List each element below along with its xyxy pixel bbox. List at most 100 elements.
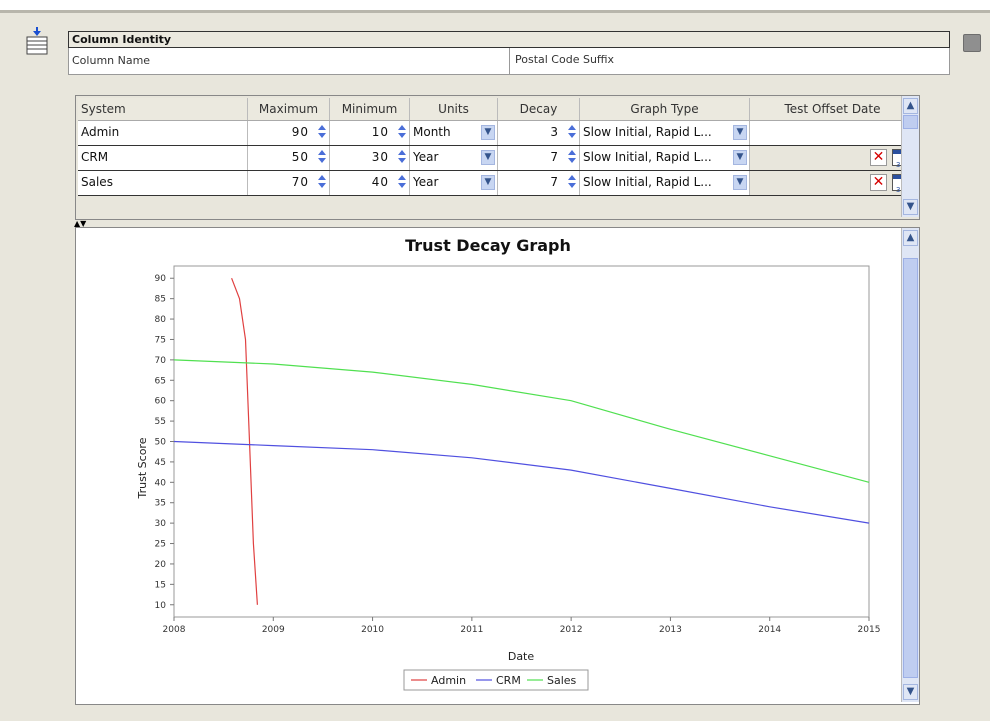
y-tick-label: 65 — [155, 376, 166, 386]
column-table-icon[interactable] — [24, 26, 50, 56]
maximum-spinner[interactable]: 90 — [248, 121, 330, 145]
spinner-arrows-icon[interactable] — [397, 125, 406, 139]
maximum-spinner[interactable]: 70 — [248, 171, 330, 195]
x-tick-label: 2012 — [560, 625, 583, 635]
spinner-arrows-icon[interactable] — [317, 175, 326, 189]
chevron-down-icon[interactable]: ▼ — [733, 125, 747, 140]
spinner-arrows-icon[interactable] — [567, 175, 576, 189]
minimum-value: 10 — [371, 125, 389, 139]
graph-scrollbar[interactable]: ▲ ▼ — [901, 228, 919, 702]
graph-type-value: Slow Initial, Rapid L... — [583, 125, 712, 139]
column-header-minimum[interactable]: Minimum — [330, 98, 410, 120]
y-tick-label: 70 — [155, 356, 167, 366]
table-scrollbar[interactable]: ▲ ▼ — [901, 96, 919, 217]
legend-label: CRM — [496, 674, 521, 687]
table-row-sales[interactable]: Sales 70 40 Year ▼ 7 Slow Initial, Rapid … — [78, 171, 916, 196]
x-tick-label: 2014 — [758, 625, 781, 635]
units-select[interactable]: Month ▼ — [410, 121, 498, 145]
table-row-admin[interactable]: Admin 90 10 Month ▼ 3 Slow Initial, Rapid… — [78, 121, 916, 146]
column-header-graph-type[interactable]: Graph Type — [580, 98, 750, 120]
chevron-down-icon[interactable]: ▼ — [903, 684, 918, 700]
column-name-field[interactable]: Postal Code Suffix — [509, 48, 950, 74]
x-tick-label: 2013 — [659, 625, 682, 635]
legend-item-crm: CRM — [476, 674, 521, 687]
test-offset-date-picker[interactable]: ✕31 — [750, 171, 916, 195]
chevron-down-icon[interactable]: ▼ — [481, 175, 495, 190]
red-x-icon[interactable]: ✕ — [870, 149, 887, 166]
graph-type-select[interactable]: Slow Initial, Rapid L... ▼ — [580, 121, 750, 145]
chevron-down-icon[interactable]: ▼ — [903, 199, 918, 215]
chevron-down-icon[interactable]: ▼ — [733, 175, 747, 190]
chevron-up-icon[interactable]: ▲ — [903, 98, 918, 114]
column-header-test-offset-date[interactable]: Test Offset Date — [750, 98, 916, 120]
maximum-value: 70 — [291, 175, 309, 189]
units-value: Month — [413, 125, 451, 139]
column-header-units[interactable]: Units — [410, 98, 498, 120]
column-header-system[interactable]: System — [78, 98, 248, 120]
minimum-spinner[interactable]: 10 — [330, 121, 410, 145]
graph-type-value: Slow Initial, Rapid L... — [583, 150, 712, 164]
y-tick-label: 80 — [155, 315, 167, 325]
series-line-admin — [231, 277, 258, 605]
graph-scroll-thumb[interactable] — [903, 258, 918, 678]
legend-item-admin: Admin — [411, 674, 466, 687]
split-pane-divider-arrows-icon[interactable]: ▲▼ — [74, 219, 87, 228]
minimum-spinner[interactable]: 40 — [330, 171, 410, 195]
chevron-down-icon[interactable]: ▼ — [481, 150, 495, 165]
spinner-arrows-icon[interactable] — [397, 150, 406, 164]
test-offset-date-picker[interactable]: ✕31 — [750, 146, 916, 170]
column-header-maximum[interactable]: Maximum — [248, 98, 330, 120]
minimum-spinner[interactable]: 30 — [330, 146, 410, 170]
x-tick-label: 2011 — [460, 625, 483, 635]
y-tick-label: 15 — [155, 580, 166, 590]
legend-item-sales: Sales — [527, 674, 577, 687]
table-scroll-thumb[interactable] — [903, 115, 918, 129]
series-line-crm — [173, 440, 870, 524]
units-select[interactable]: Year ▼ — [410, 171, 498, 195]
maximum-spinner[interactable]: 50 — [248, 146, 330, 170]
decay-spinner[interactable]: 7 — [498, 171, 580, 195]
units-value: Year — [413, 150, 439, 164]
y-tick-label: 55 — [155, 417, 166, 427]
panel-grip-button[interactable] — [963, 34, 981, 52]
decay-value: 7 — [550, 150, 559, 164]
decay-spinner[interactable]: 3 — [498, 121, 580, 145]
graph-type-select[interactable]: Slow Initial, Rapid L... ▼ — [580, 146, 750, 170]
chart-legend: Admin CRM Sales — [403, 669, 589, 691]
decay-settings-table: System Maximum Minimum Units Decay Graph… — [75, 95, 920, 220]
system-cell: Admin — [78, 121, 248, 145]
y-tick-label: 90 — [155, 274, 167, 284]
column-header-decay[interactable]: Decay — [498, 98, 580, 120]
y-tick-label: 60 — [155, 397, 167, 407]
legend-label: Sales — [547, 674, 577, 687]
graph-type-select[interactable]: Slow Initial, Rapid L... ▼ — [580, 171, 750, 195]
spinner-arrows-icon[interactable] — [567, 150, 576, 164]
y-tick-label: 35 — [155, 499, 166, 509]
plot-area — [173, 265, 870, 618]
x-tick-label: 2015 — [858, 625, 881, 635]
spinner-arrows-icon[interactable] — [317, 150, 326, 164]
spinner-arrows-icon[interactable] — [567, 125, 576, 139]
decay-spinner[interactable]: 7 — [498, 146, 580, 170]
y-tick-label: 25 — [155, 540, 166, 550]
x-tick-label: 2010 — [361, 625, 384, 635]
chevron-up-icon[interactable]: ▲ — [903, 230, 918, 246]
chevron-down-icon[interactable]: ▼ — [481, 125, 495, 140]
x-axis-label: Date — [508, 650, 535, 663]
decay-value: 3 — [550, 125, 559, 139]
test-offset-date-cell[interactable] — [750, 121, 916, 145]
red-x-icon[interactable]: ✕ — [870, 174, 887, 191]
table-row-crm[interactable]: CRM 50 30 Year ▼ 7 Slow Initial, Rapid L.… — [78, 146, 916, 171]
system-cell: Sales — [78, 171, 248, 195]
spinner-arrows-icon[interactable] — [397, 175, 406, 189]
decay-value: 7 — [550, 175, 559, 189]
y-tick-label: 50 — [155, 438, 167, 448]
column-identity-panel: Column Identity Column Name Postal Code … — [68, 31, 950, 77]
y-tick-label: 75 — [155, 335, 166, 345]
y-tick-label: 30 — [155, 519, 167, 529]
spinner-arrows-icon[interactable] — [317, 125, 326, 139]
units-select[interactable]: Year ▼ — [410, 146, 498, 170]
units-value: Year — [413, 175, 439, 189]
legend-label: Admin — [431, 674, 466, 687]
chevron-down-icon[interactable]: ▼ — [733, 150, 747, 165]
